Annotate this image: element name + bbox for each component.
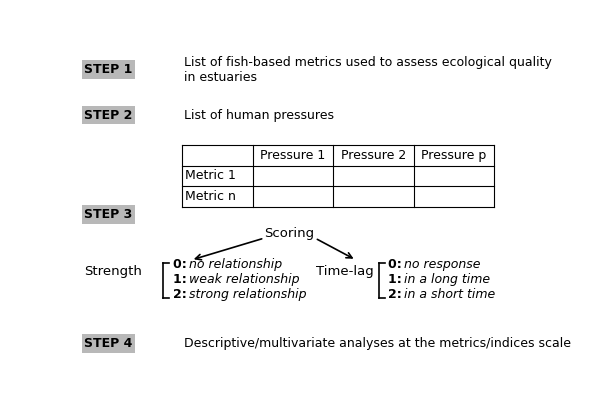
- Text: Descriptive/multivariate analyses at the metrics/indices scale: Descriptive/multivariate analyses at the…: [184, 337, 571, 350]
- FancyBboxPatch shape: [82, 106, 135, 124]
- Text: no relationship: no relationship: [189, 258, 282, 271]
- FancyBboxPatch shape: [82, 205, 135, 224]
- Text: Pressure 2: Pressure 2: [341, 149, 406, 162]
- Text: strong relationship: strong relationship: [189, 288, 306, 301]
- Text: List of human pressures: List of human pressures: [184, 109, 334, 122]
- Text: 0:: 0:: [388, 258, 406, 271]
- Text: STEP 1: STEP 1: [84, 63, 133, 76]
- Text: 1:: 1:: [388, 273, 406, 286]
- Text: STEP 2: STEP 2: [84, 109, 133, 122]
- Text: STEP 3: STEP 3: [84, 208, 133, 221]
- Text: Pressure 1: Pressure 1: [260, 149, 326, 162]
- FancyBboxPatch shape: [82, 335, 135, 353]
- Text: Scoring: Scoring: [265, 227, 315, 240]
- Text: no response: no response: [404, 258, 481, 271]
- Text: 2:: 2:: [173, 288, 191, 301]
- Text: 1:: 1:: [173, 273, 191, 286]
- FancyBboxPatch shape: [82, 61, 135, 79]
- Text: Pressure p: Pressure p: [421, 149, 486, 162]
- Text: Metric 1: Metric 1: [185, 169, 236, 182]
- Text: Strength: Strength: [84, 265, 142, 278]
- Text: Metric n: Metric n: [185, 190, 236, 203]
- Text: in a long time: in a long time: [404, 273, 490, 286]
- Text: STEP 4: STEP 4: [84, 337, 133, 350]
- Text: weak relationship: weak relationship: [189, 273, 299, 286]
- Text: 2:: 2:: [388, 288, 406, 301]
- Text: 0:: 0:: [173, 258, 191, 271]
- Text: Time-lag: Time-lag: [316, 265, 374, 278]
- Text: List of fish-based metrics used to assess ecological quality
in estuaries: List of fish-based metrics used to asses…: [184, 56, 552, 83]
- Text: in a short time: in a short time: [404, 288, 496, 301]
